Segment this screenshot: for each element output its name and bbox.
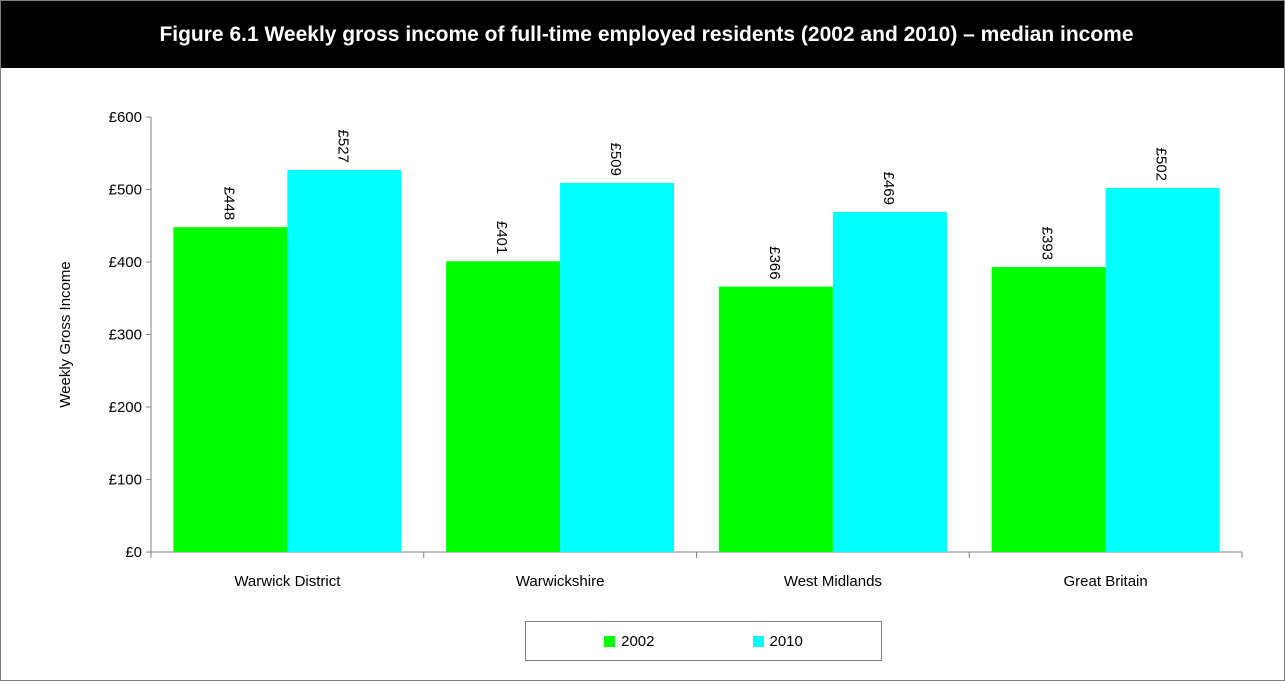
data-label: £393 (1039, 227, 1056, 260)
x-category-label: West Midlands (784, 573, 882, 590)
bar-2002-west-midlands (718, 286, 833, 552)
bar-2010-west-midlands (832, 211, 947, 552)
y-tick-label: £200 (109, 399, 142, 416)
data-label: £509 (607, 143, 624, 176)
x-category-label: Great Britain (1064, 573, 1148, 590)
legend-item-2002: 2002 (604, 632, 655, 650)
data-label: £448 (220, 187, 237, 220)
y-tick-label: £300 (109, 327, 142, 344)
chart-title: Figure 6.1 Weekly gross income of full-t… (1, 1, 1284, 68)
legend: 2002 2010 (525, 621, 882, 661)
x-category-label: Warwick District (234, 573, 341, 590)
y-axis-title: Weekly Gross Income (57, 261, 74, 407)
x-category-label: Warwickshire (516, 573, 605, 590)
data-label: £527 (334, 130, 351, 163)
bar-2002-great-britain (991, 267, 1106, 552)
y-tick-label: £400 (109, 254, 142, 271)
y-tick-label: £0 (125, 544, 142, 561)
legend-label-2010: 2010 (769, 632, 803, 650)
data-label: £469 (880, 172, 897, 205)
bar-2002-warwick-district (173, 227, 288, 552)
y-tick-label: £500 (109, 182, 142, 199)
bar-2010-great-britain (1105, 188, 1220, 553)
bar-2010-warwick-district (287, 169, 402, 553)
bar-2010-warwickshire (560, 182, 675, 552)
data-label: £366 (766, 246, 783, 279)
legend-swatch-2010 (752, 635, 764, 647)
y-tick-label: £100 (109, 472, 142, 489)
data-label: £401 (493, 221, 510, 254)
bar-2002-warwickshire (446, 261, 561, 552)
data-label: £502 (1153, 148, 1170, 181)
legend-item-2010: 2010 (752, 632, 803, 650)
legend-swatch-2002 (604, 635, 616, 647)
legend-label-2002: 2002 (621, 632, 655, 650)
y-tick-label: £600 (109, 109, 142, 126)
